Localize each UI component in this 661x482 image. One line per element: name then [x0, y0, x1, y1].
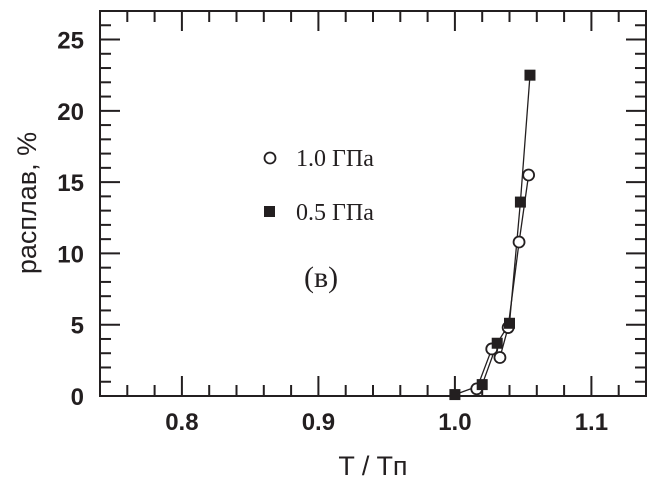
y-tick-label: 25	[57, 28, 84, 55]
data-point-square	[491, 337, 503, 349]
axis-ticks	[99, 10, 647, 397]
legend-label-series-2: 0.5 ГПа	[296, 200, 374, 226]
plot-frame	[99, 10, 647, 397]
data-point-square	[476, 379, 488, 391]
y-axis-title: расплав, %	[12, 132, 42, 274]
data-point-square	[504, 317, 515, 329]
y-tick-label: 10	[57, 241, 84, 268]
series-line-1	[476, 174, 530, 390]
y-tick-label: 0	[71, 384, 84, 411]
x-tick-label: 0.9	[302, 409, 335, 436]
data-point-circle	[493, 351, 507, 364]
x-tick-label: 1.0	[438, 409, 471, 436]
legend: 1.0 ГПа 0.5 ГПа	[263, 146, 374, 226]
panel-annotation: (в)	[304, 261, 338, 294]
y-tick-label: 5	[71, 313, 84, 340]
y-tick-label: 15	[57, 170, 84, 197]
data-point-circle	[522, 168, 536, 182]
x-tick-label: 0.8	[165, 409, 198, 436]
x-axis-title: T / Tп	[338, 451, 407, 481]
legend-label-series-1: 1.0 ГПа	[296, 146, 374, 172]
legend-marker-open-circle	[263, 151, 277, 165]
data-point-square	[514, 196, 526, 208]
legend-marker-filled-square	[264, 206, 275, 217]
data-point-square	[524, 69, 536, 81]
data-point-circle	[512, 235, 526, 249]
y-tick-labels: 0 5 10 15 20 25	[57, 28, 84, 411]
data-point-square	[449, 389, 461, 401]
x-tick-label: 1.1	[575, 409, 608, 436]
data-markers	[449, 69, 536, 401]
y-tick-label: 20	[57, 99, 84, 126]
x-tick-labels: 0.8 0.9 1.0 1.1	[165, 409, 608, 436]
